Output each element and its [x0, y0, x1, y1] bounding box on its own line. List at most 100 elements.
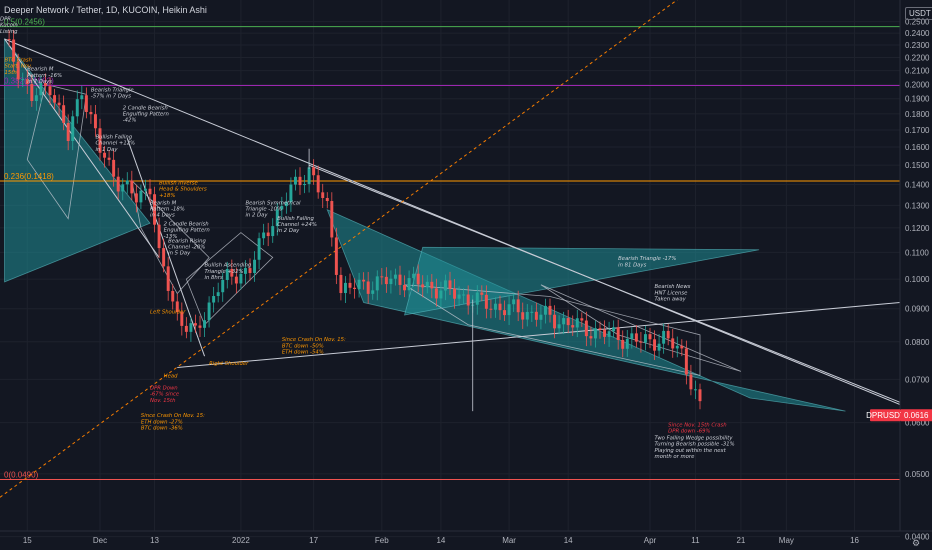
symbol-label: DPRUSDT: [866, 411, 905, 420]
candle-body: [307, 167, 311, 185]
annotation-line: BTC Crash: [5, 57, 33, 63]
candle-body: [280, 206, 284, 210]
candle-body: [157, 224, 161, 249]
price-axis: 0.2500 0.2400 0.2300 0.2200 0.2100 0.2000 0.19…: [899, 0, 932, 550]
candle-body: [121, 184, 125, 192]
candle-body: [248, 268, 252, 274]
candle-body: [262, 232, 266, 239]
trend-lines: [0, 0, 901, 498]
candle-body: [693, 389, 697, 391]
candle-body: [512, 299, 516, 305]
price-badge: [901, 409, 932, 422]
candle-body: [103, 152, 107, 158]
candle-body: [403, 284, 407, 291]
trend-line: [4, 38, 160, 258]
candle-body: [603, 329, 607, 337]
candle-body: [21, 79, 25, 81]
annotation: Bullish Ascending Triangle +32% in 8hrs: [205, 263, 252, 281]
candle-body: [353, 287, 357, 290]
candle-body: [234, 276, 238, 284]
annotation: DPR Kucoin Listing: [0, 17, 18, 35]
candle-body: [439, 290, 443, 299]
candle-body: [175, 301, 179, 313]
candle-body: [139, 190, 143, 203]
candle-body: [143, 188, 147, 191]
candle-body: [371, 290, 375, 294]
candle-body: [430, 281, 434, 289]
candle-body: [275, 209, 279, 227]
candle-body: [334, 237, 338, 275]
candle-body: [498, 303, 502, 311]
candle-body: [621, 339, 625, 349]
price-tick-label: 0.2100: [905, 67, 930, 76]
annotation-line: -13%: [164, 234, 178, 240]
candle-body: [362, 279, 366, 282]
candle-body: [162, 248, 166, 267]
annotation-line: in 8hrs: [205, 275, 223, 281]
candle-body: [16, 61, 20, 80]
candle-body: [221, 279, 225, 293]
time-tick-label: 15: [23, 536, 32, 545]
annotation: DPR Down -67% since Nov. 15th: [150, 386, 180, 404]
candle-body: [107, 157, 111, 160]
annotation-line: Taken away: [655, 297, 687, 303]
candle-body: [503, 310, 507, 316]
pattern-outline: [185, 232, 274, 326]
candle-body: [475, 292, 479, 305]
pattern-outline: [404, 284, 701, 376]
annotation-line: in 2 Day: [277, 228, 300, 234]
candle-body: [643, 334, 647, 343]
price-tick-label: 0.2500: [905, 18, 930, 27]
currency-button[interactable]: USDT: [905, 7, 932, 20]
time-tick-label: 14: [436, 536, 445, 545]
annotation-line: Bullish Falling: [277, 216, 314, 222]
price-tick-label: 0.2300: [905, 41, 930, 50]
candle-body: [30, 84, 34, 101]
candle-body: [216, 292, 220, 297]
candle-body: [630, 333, 634, 339]
candle-body: [662, 330, 666, 344]
candle-body: [680, 345, 684, 349]
annotation-line: -57% in 7 Days: [91, 94, 131, 100]
candle-body: [43, 83, 47, 87]
time-tick-label: Mar: [502, 536, 516, 545]
gear-icon[interactable]: ⚙: [912, 538, 921, 548]
candle-body: [39, 83, 43, 96]
annotation-line: in 5 Day: [168, 251, 191, 257]
annotation: Bearish Triangle -17% in 81 Days: [618, 256, 676, 268]
candle-body: [93, 114, 97, 129]
candle-body: [616, 327, 620, 340]
candle-body: [348, 282, 352, 288]
price-tick-label: 0.1600: [905, 143, 930, 152]
annotation-line: in 81 Days: [618, 262, 646, 268]
annotations: DPR Kucoin Listing BTC Crash Start, Nov. 15th…: [0, 17, 735, 461]
trend-line: [308, 164, 901, 403]
candle-body: [521, 312, 525, 320]
candle-body: [243, 268, 247, 274]
candle-body: [689, 374, 693, 390]
annotation-line: Nov. 15th: [150, 398, 175, 404]
candle-body: [193, 323, 197, 326]
price-tick-label: 0.2200: [905, 54, 930, 63]
candle-body: [171, 290, 175, 302]
candle-body: [316, 175, 320, 193]
candle-body: [548, 305, 552, 315]
candle-body: [389, 278, 393, 285]
price-tick-label: 0.1700: [905, 126, 930, 135]
candle-body: [125, 180, 129, 185]
candle-body: [184, 325, 188, 332]
candle-body: [466, 294, 470, 306]
candle-body: [539, 314, 543, 320]
candle-body: [189, 323, 193, 332]
time-tick-label: 11: [691, 536, 700, 545]
candle-body: [112, 159, 116, 177]
candle-body: [66, 122, 70, 142]
annotation-line: HNT License: [655, 290, 689, 296]
candle-body: [653, 339, 657, 351]
symbol-badge: [870, 409, 901, 422]
candle-body: [421, 284, 425, 288]
pattern-outline: [131, 179, 210, 295]
annotation-line: -67% since: [150, 392, 180, 398]
annotation-line: DPR Down: [150, 386, 178, 392]
